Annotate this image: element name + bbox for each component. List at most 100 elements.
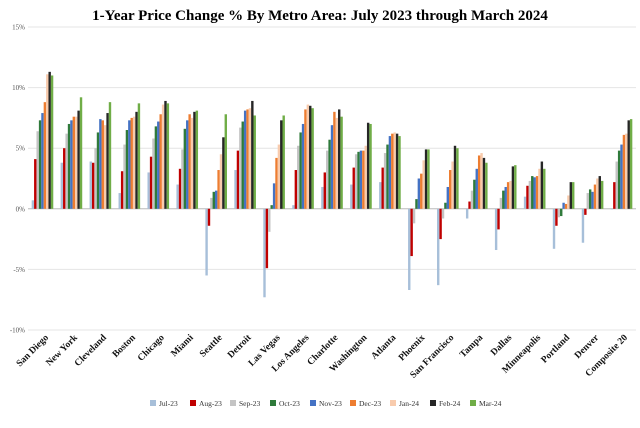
bar-mar-24-boston — [137, 103, 141, 209]
bar-jan-24-charlotte — [335, 117, 338, 209]
bar-sep-23-tampa — [470, 190, 474, 209]
legend-swatch — [430, 400, 436, 406]
bar-sep-23-cleveland — [94, 148, 97, 209]
bar-jan-24-san-diego — [46, 74, 49, 209]
legend: Jul-23 Aug-23 Sep-23 Oct-23 Nov-23 Dec-23 Jan-… — [150, 399, 502, 408]
bar-jan-24-denver — [596, 178, 599, 209]
bar-sep-23-boston — [123, 144, 126, 209]
y-tick-label: 5% — [16, 145, 26, 153]
bar-oct-23-seattle — [212, 191, 215, 209]
legend-swatch — [150, 400, 156, 406]
bar-oct-23-new-york — [67, 123, 71, 209]
bar-feb-24-phoenix — [424, 149, 428, 209]
bar-mar-24-dallas — [514, 165, 517, 209]
y-tick-label: -5% — [13, 266, 25, 274]
legend-label: Dec-23 — [359, 399, 381, 408]
legend-label: Feb-24 — [439, 399, 460, 408]
bar-aug-23-atlanta — [381, 167, 384, 209]
bar-jul-23-minneapolis — [523, 196, 527, 209]
bar-feb-24-seattle — [222, 137, 225, 209]
bar-jul-23-chicago — [147, 172, 150, 209]
legend-label: Sep-23 — [239, 399, 260, 408]
bar-jan-24-miami — [190, 117, 194, 209]
bar-oct-23-boston — [125, 130, 129, 209]
bar-nov-23-las-vegas — [272, 183, 276, 209]
bar-nov-23-san-diego — [41, 113, 44, 209]
bar-mar-24-miami — [195, 110, 199, 209]
bar-dec-23-tampa — [477, 155, 481, 209]
bar-nov-23-san-francisco — [446, 186, 450, 209]
bar-sep-23-phoenix — [412, 208, 416, 224]
bar-nov-23-los-angeles — [301, 123, 305, 209]
bar-nov-23-chicago — [157, 121, 160, 209]
bar-sep-23-seattle — [210, 197, 213, 209]
bar-jan-24-minneapolis — [538, 168, 541, 209]
bar-aug-23-boston — [120, 171, 124, 209]
legend-label: Aug-23 — [199, 399, 222, 408]
bar-dec-23-chicago — [159, 114, 162, 209]
y-tick-label: -10% — [10, 327, 25, 335]
bar-feb-24-san-francisco — [453, 145, 457, 209]
bar-sep-23-chicago — [152, 138, 155, 209]
bar-jul-23-denver — [581, 208, 585, 243]
bar-aug-23-los-angeles — [294, 170, 298, 209]
x-category-label: Tampa — [458, 333, 485, 360]
bar-aug-23-denver — [584, 208, 587, 215]
bar-feb-24-washington — [366, 122, 370, 209]
bar-aug-23-cleveland — [91, 162, 95, 209]
bar-nov-23-cleveland — [99, 119, 102, 209]
bar-jan-24-san-francisco — [451, 161, 454, 209]
bar-aug-23-seattle — [207, 208, 211, 226]
bar-feb-24-charlotte — [338, 109, 341, 209]
bar-dec-23-san-francisco — [449, 170, 452, 209]
bar-aug-23-phoenix — [410, 208, 413, 257]
bar-mar-24-composite-20 — [629, 119, 633, 209]
x-category-label: Miami — [170, 333, 196, 359]
bar-oct-23-las-vegas — [270, 205, 273, 209]
bar-oct-23-washington — [357, 151, 360, 209]
bar-jan-24-boston — [132, 116, 136, 209]
bar-sep-23-dallas — [499, 197, 503, 209]
bar-oct-23-composite-20 — [617, 150, 621, 209]
x-category-label: Denver — [573, 332, 602, 361]
bar-feb-24-los-angeles — [309, 105, 312, 209]
bar-jul-23-composite-20 — [610, 208, 614, 210]
bar-dec-23-miami — [188, 114, 191, 209]
x-category-label: Chicago — [136, 333, 167, 364]
bar-feb-24-san-diego — [48, 71, 51, 209]
bar-oct-23-charlotte — [328, 139, 331, 209]
bar-sep-23-new-york — [65, 133, 68, 209]
x-category-label: Seattle — [198, 333, 224, 359]
bar-nov-23-new-york — [70, 120, 73, 209]
bar-nov-23-portland — [562, 202, 565, 209]
bar-mar-24-atlanta — [398, 136, 401, 209]
bar-nov-23-charlotte — [330, 125, 334, 209]
bar-oct-23-phoenix — [415, 199, 418, 209]
bar-nov-23-miami — [186, 120, 189, 209]
legend-label: Jul-23 — [159, 399, 178, 408]
bar-mar-24-portland — [572, 182, 575, 209]
bar-jul-23-las-vegas — [263, 208, 266, 298]
bar-feb-24-boston — [135, 111, 138, 209]
bar-dec-23-las-vegas — [275, 157, 278, 209]
legend-swatch — [310, 400, 316, 406]
bar-nov-23-phoenix — [417, 178, 421, 209]
bar-oct-23-atlanta — [386, 144, 389, 209]
bar-aug-23-detroit — [236, 150, 240, 209]
x-category-label: Portland — [540, 333, 573, 366]
bar-jan-24-phoenix — [422, 160, 425, 209]
bar-mar-24-phoenix — [427, 149, 430, 209]
bar-jan-24-portland — [567, 195, 570, 209]
bar-nov-23-minneapolis — [533, 177, 536, 209]
bar-nov-23-boston — [128, 120, 131, 209]
bar-nov-23-washington — [359, 150, 363, 209]
bar-dec-23-new-york — [72, 116, 76, 209]
bar-jan-24-chicago — [161, 104, 165, 209]
bar-mar-24-san-diego — [50, 75, 54, 209]
bar-jul-23-seattle — [205, 208, 208, 276]
bar-feb-24-miami — [193, 111, 196, 209]
bar-jan-24-new-york — [75, 116, 78, 209]
x-category-label: Detroit — [226, 332, 254, 360]
